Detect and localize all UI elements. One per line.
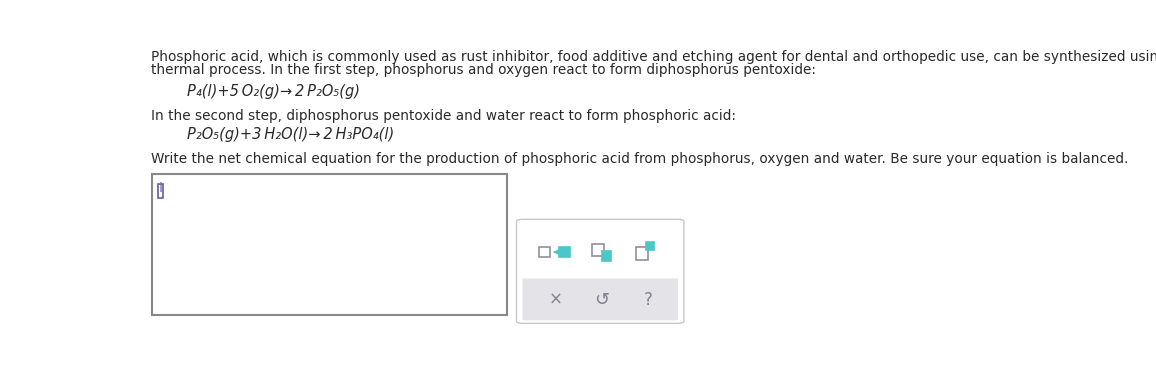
Bar <box>560 247 570 258</box>
Text: Phosphoric acid, which is commonly used as rust inhibitor, food additive and etc: Phosphoric acid, which is commonly used … <box>150 50 1156 64</box>
Text: I: I <box>158 181 163 195</box>
Bar <box>602 251 612 261</box>
Text: Write the net chemical equation for the production of phosphoric acid from phosp: Write the net chemical equation for the … <box>150 152 1128 166</box>
Text: ↺: ↺ <box>594 291 609 309</box>
Text: P₂O₅(g)+3 H₂O(l)→ 2 H₃PO₄(l): P₂O₅(g)+3 H₂O(l)→ 2 H₃PO₄(l) <box>187 127 394 142</box>
Bar <box>153 174 507 315</box>
Bar <box>525 279 676 320</box>
FancyBboxPatch shape <box>523 279 677 321</box>
Text: thermal process. In the first step, phosphorus and oxygen react to form diphosph: thermal process. In the first step, phos… <box>150 63 816 77</box>
Bar <box>646 242 653 250</box>
Text: In the second step, diphosphorus pentoxide and water react to form phosphoric ac: In the second step, diphosphorus pentoxi… <box>150 109 735 123</box>
Bar <box>636 247 649 260</box>
Bar <box>539 247 550 258</box>
Text: ×: × <box>548 291 562 309</box>
Bar <box>158 184 163 198</box>
Bar <box>592 244 605 256</box>
FancyBboxPatch shape <box>517 219 684 323</box>
Text: P₄(l)+5 O₂(g)→ 2 P₂O₅(g): P₄(l)+5 O₂(g)→ 2 P₂O₅(g) <box>187 84 361 99</box>
Text: ?: ? <box>644 291 653 309</box>
